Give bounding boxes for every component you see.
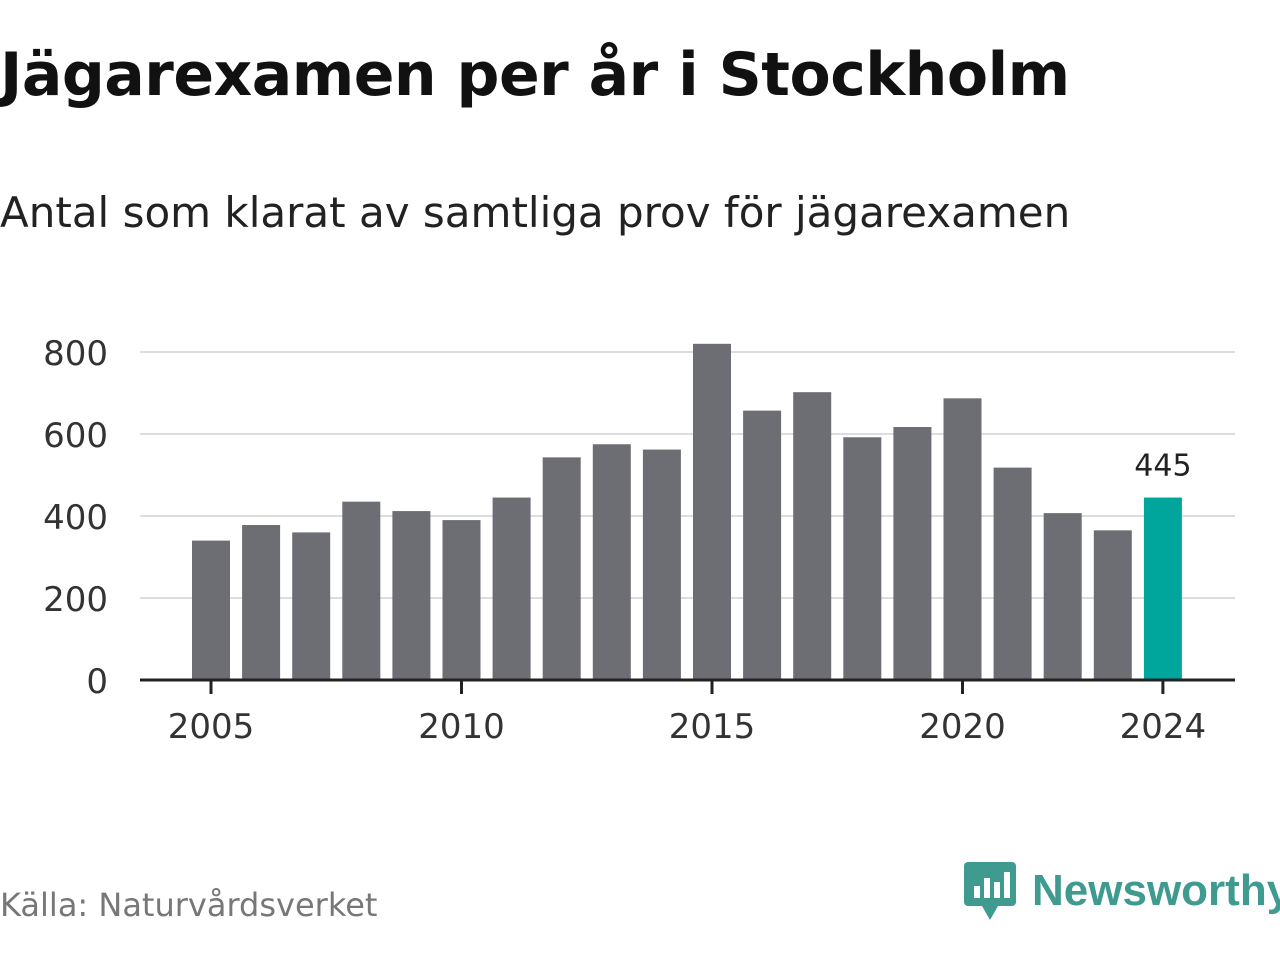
bar-2008 [342,501,381,680]
brand-logo: Newsworthy [964,862,1280,920]
data-label: 445 [1134,449,1191,484]
bar-2022 [1043,513,1082,680]
bar-2011 [492,497,531,680]
bar-2017 [793,392,832,680]
bar-2013 [592,444,631,680]
bar-2023 [1093,530,1132,680]
bar-2020 [943,398,982,680]
x-tick-label: 2024 [1120,707,1207,747]
y-tick-label: 0 [86,662,108,702]
bar-2015 [693,343,731,680]
chart-subtitle: Antal som klarat av samtliga prov för jä… [0,188,1071,237]
bar-2007 [292,532,331,680]
bar-2019 [893,427,932,680]
x-tick-label: 2010 [418,707,505,747]
source-note: Källa: Naturvårdsverket [0,886,378,924]
bar-2014 [642,449,681,680]
brand-name: Newsworthy [1032,866,1280,915]
bar-2016 [743,410,782,680]
newsworthy-logo-icon [964,862,1016,920]
bar-2024 [1143,497,1182,680]
x-tick-label: 2005 [168,707,255,747]
bar-chart: 0 200 400 600 800 445 2005 2010 2015 2020 2024 [43,334,1235,747]
x-tick-label: 2015 [669,707,756,747]
bar-2010 [442,520,481,680]
y-tick-label: 400 [43,498,108,538]
y-tick-label: 600 [43,416,108,456]
bar-2021 [993,467,1032,680]
bar-2005 [192,540,230,680]
bar-2006 [242,525,281,680]
x-tick-label: 2020 [919,707,1006,747]
bar-2018 [843,437,882,680]
bar-2012 [542,457,581,680]
chart-title: Jägarexamen per år i Stockholm [0,40,1070,110]
bar-2009 [392,511,431,680]
y-tick-label: 200 [43,580,108,620]
y-tick-label: 800 [43,334,108,374]
